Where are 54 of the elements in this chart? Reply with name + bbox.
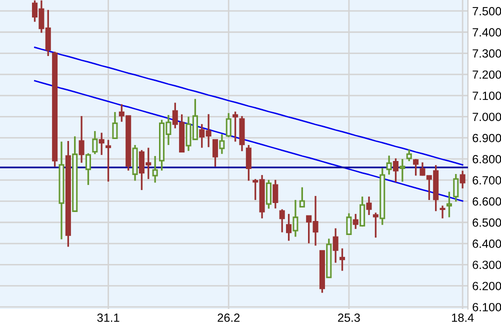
candlestick [366,196,372,216]
y-tick-label: 6.500 [472,218,501,227]
candlestick [246,144,252,182]
candlestick [78,115,84,164]
candlestick [460,170,466,190]
y-tick-label: 7.100 [472,92,501,100]
candlestick [346,212,352,236]
candlestick [400,158,406,182]
candlestick [372,212,378,238]
candlestick [413,158,419,176]
candlestick [92,130,98,155]
y-tick-label: 7.200 [472,70,501,79]
candlestick [219,133,225,155]
x-tick-label: 18.4 [452,314,474,322]
candlestick [266,179,272,210]
candlestick [440,204,446,220]
y-tick-label: 6.200 [472,282,501,290]
y-tick-label: 6.700 [472,176,501,184]
y-tick-label: 6.800 [472,154,501,164]
candlestick [152,155,158,184]
candlestick [292,199,298,238]
y-tick-label: 7.500 [472,7,501,16]
candlestick [360,196,366,228]
candlestick [386,154,392,176]
candlestick [232,110,238,142]
candlestick [106,139,112,182]
candlestick [339,248,346,272]
candlestick [286,213,292,242]
candlestick [299,186,305,208]
candlestick [226,112,232,138]
y-tick-label: 6.900 [472,134,501,142]
candlestick [112,111,118,140]
candlestick [212,139,218,168]
candlestick [272,179,278,210]
y-tick-label: 6.600 [472,197,501,206]
y-tick-label: 6.100 [472,302,501,312]
x-tick-label: 25.3 [338,314,360,322]
y-tick-label: 6.400 [472,240,501,248]
candlestick [406,148,412,162]
x-tick-label: 31.1 [97,314,120,322]
y-tick-label: 7.000 [472,112,501,122]
y-tick-label: 7.400 [472,28,501,37]
candlestick [332,227,338,264]
candlestick [446,190,452,218]
candlestick [392,157,399,184]
candlestick [279,208,285,234]
candlestick [98,132,104,156]
line-series [34,80,464,202]
candlestick [85,152,92,186]
y-tick-label: 7.300 [472,49,501,58]
x-tick-label: 26.2 [218,314,240,322]
candlestick [453,173,459,202]
candlestick [352,213,358,230]
y-tick-label: 6.300 [472,260,501,270]
